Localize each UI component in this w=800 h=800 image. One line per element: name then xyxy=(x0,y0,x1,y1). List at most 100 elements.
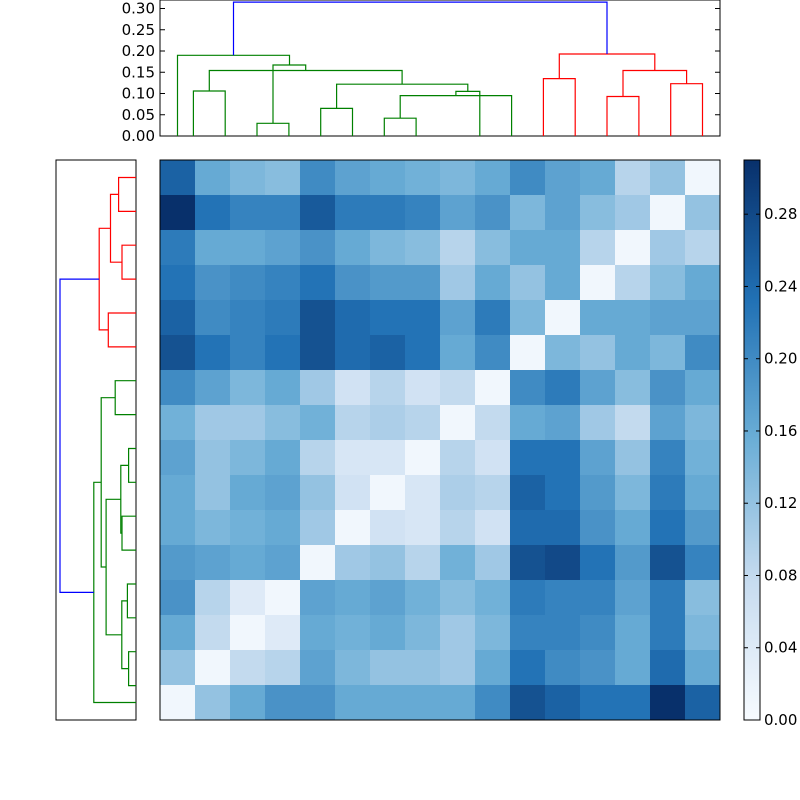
heatmap-cell xyxy=(475,545,511,581)
colorbar-tick-label: 0.00 xyxy=(764,711,797,729)
heatmap-cell xyxy=(650,685,686,721)
heatmap-cell xyxy=(685,230,721,266)
dendrogram-link xyxy=(399,94,513,136)
heatmap-cell xyxy=(370,580,406,616)
heatmap-cell xyxy=(650,475,686,511)
heatmap-cell xyxy=(230,650,266,686)
heatmap-cell xyxy=(615,650,651,686)
heatmap-cell xyxy=(335,545,371,581)
heatmap-cell xyxy=(685,440,721,476)
heatmap-cell xyxy=(335,265,371,301)
heatmap-cell xyxy=(405,265,441,301)
heatmap-cell xyxy=(160,300,196,336)
heatmap-cell xyxy=(440,475,476,511)
heatmap-cell xyxy=(195,440,231,476)
heatmap-cell xyxy=(335,195,371,231)
heatmap-cell xyxy=(545,615,581,651)
dendrogram-link xyxy=(208,69,403,91)
heatmap-cell xyxy=(195,195,231,231)
heatmap-cell xyxy=(650,510,686,546)
heatmap-cell xyxy=(195,370,231,406)
heatmap-cell xyxy=(265,475,301,511)
colorbar-gradient xyxy=(744,160,760,720)
heatmap-cell xyxy=(265,195,301,231)
dendrogram-link xyxy=(606,95,640,136)
heatmap-cell xyxy=(545,580,581,616)
heatmap-cell xyxy=(615,475,651,511)
heatmap-cell xyxy=(580,195,616,231)
heatmap-cell xyxy=(650,650,686,686)
heatmap-cell xyxy=(265,580,301,616)
heatmap-cell xyxy=(265,685,301,721)
heatmap-cell xyxy=(265,370,301,406)
heatmap-cell xyxy=(475,195,511,231)
heatmap-cell xyxy=(265,300,301,336)
heatmap-cell xyxy=(195,510,231,546)
heatmap-cell xyxy=(195,335,231,371)
heatmap-cell xyxy=(195,475,231,511)
heatmap-cell xyxy=(545,195,581,231)
heatmap-cell xyxy=(685,370,721,406)
top-dendrogram-frame xyxy=(159,0,721,137)
heatmap-cell xyxy=(370,545,406,581)
heatmap-cell xyxy=(335,580,371,616)
heatmap-cell xyxy=(370,230,406,266)
heatmap-cell xyxy=(545,510,581,546)
dendrogram-link xyxy=(128,447,136,483)
heatmap-cell xyxy=(685,475,721,511)
colorbar-tick-label: 0.16 xyxy=(764,422,797,440)
heatmap-cell xyxy=(230,615,266,651)
heatmap-cell xyxy=(440,405,476,441)
heatmap-cell xyxy=(580,265,616,301)
heatmap-cell xyxy=(160,545,196,581)
heatmap-cell xyxy=(580,615,616,651)
heatmap-cell xyxy=(370,195,406,231)
heatmap-cell xyxy=(370,335,406,371)
heatmap-cell xyxy=(475,265,511,301)
colorbar-tick-label: 0.28 xyxy=(764,205,797,223)
heatmap-cell xyxy=(650,405,686,441)
heatmap-cell xyxy=(685,545,721,581)
heatmap-cell xyxy=(510,265,546,301)
heatmap-cell xyxy=(265,440,301,476)
heatmap-cell xyxy=(650,370,686,406)
heatmap-cell xyxy=(405,650,441,686)
heatmap-cell xyxy=(265,545,301,581)
heatmap-cell xyxy=(615,510,651,546)
heatmap-cell xyxy=(370,440,406,476)
heatmap-cell xyxy=(265,160,301,196)
heatmap-cell xyxy=(405,230,441,266)
heatmap-cell xyxy=(300,300,336,336)
heatmap-cell xyxy=(265,230,301,266)
heatmap-cell xyxy=(475,580,511,616)
heatmap-cell xyxy=(195,580,231,616)
heatmap-cell xyxy=(510,545,546,581)
heatmap-cell xyxy=(300,370,336,406)
heatmap-cell xyxy=(300,580,336,616)
heatmap-cell xyxy=(475,615,511,651)
heatmap-cell xyxy=(440,160,476,196)
heatmap-cell xyxy=(510,230,546,266)
heatmap-cell xyxy=(475,650,511,686)
heatmap-cell xyxy=(370,615,406,651)
heatmap-cell xyxy=(335,650,371,686)
heatmap-cell xyxy=(230,230,266,266)
heatmap-cell xyxy=(475,160,511,196)
heatmap-cell xyxy=(160,650,196,686)
heatmap-cell xyxy=(615,685,651,721)
heatmap-cell xyxy=(650,230,686,266)
heatmap-cell xyxy=(405,475,441,511)
heatmap-cell xyxy=(440,510,476,546)
heatmap-cell xyxy=(160,615,196,651)
heatmap-cell xyxy=(195,615,231,651)
heatmap-cell xyxy=(685,685,721,721)
heatmap-cell xyxy=(265,265,301,301)
heatmap-cell xyxy=(615,370,651,406)
heatmap-cell xyxy=(510,160,546,196)
heatmap-cell xyxy=(160,335,196,371)
heatmap-cell xyxy=(265,615,301,651)
heatmap-cell xyxy=(685,580,721,616)
heatmap-cell xyxy=(230,195,266,231)
heatmap-cell xyxy=(265,405,301,441)
heatmap-matrix xyxy=(159,159,721,721)
